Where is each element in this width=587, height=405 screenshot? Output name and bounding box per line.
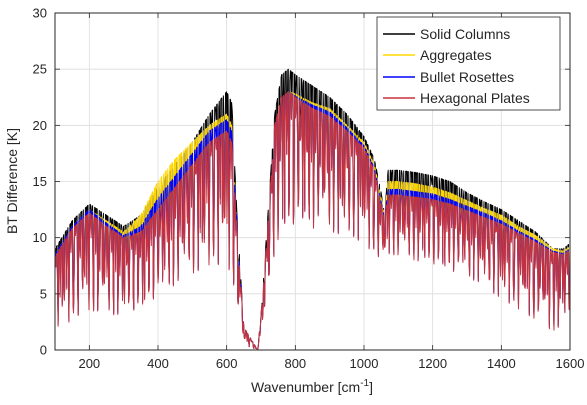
- x-tick-label: 200: [78, 356, 100, 371]
- x-tick-label: 1600: [556, 356, 585, 371]
- x-axis-label: Wavenumber [cm-1]: [251, 378, 373, 395]
- y-tick-label: 5: [40, 286, 47, 301]
- x-tick-label: 800: [284, 356, 306, 371]
- y-tick-label: 25: [33, 62, 47, 77]
- series-line-hexagonal-plates: [55, 91, 570, 350]
- y-tick-label: 10: [33, 230, 47, 245]
- legend-box: [376, 16, 561, 111]
- legend-label-solid-columns: Solid Columns: [420, 26, 510, 42]
- x-tick-label: 1400: [487, 356, 516, 371]
- legend-label-hexagonal-plates: Hexagonal Plates: [420, 90, 530, 106]
- legend: Solid Columns Aggregates Bullet Rosettes…: [376, 16, 561, 111]
- y-tick-label: 0: [40, 343, 47, 358]
- x-tick-label: 1200: [418, 356, 447, 371]
- x-tick-label: 600: [216, 356, 238, 371]
- x-tick-label: 400: [147, 356, 169, 371]
- series-layer: [55, 68, 570, 350]
- legend-label-bullet-rosettes: Bullet Rosettes: [420, 69, 514, 85]
- y-tick-label: 30: [33, 6, 47, 21]
- y-tick-label: 20: [33, 118, 47, 133]
- x-tick-label: 1000: [350, 356, 379, 371]
- y-tick-label: 15: [33, 174, 47, 189]
- y-axis-label: BT Difference [K]: [4, 128, 20, 234]
- axis-ticks: 200 400 600 800 1000 1200 1400 1600 0 5 10 15 20 25 30: [33, 6, 585, 372]
- legend-label-aggregates: Aggregates: [420, 47, 492, 63]
